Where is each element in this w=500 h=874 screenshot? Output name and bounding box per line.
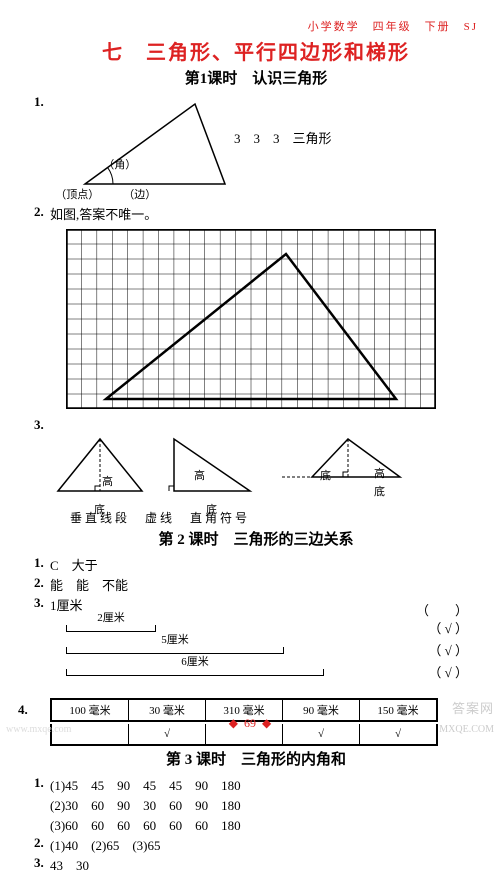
l3-a2-num: 2. [34, 835, 50, 851]
l3-a2-text: (1)40 (2)65 (3)65 [50, 838, 160, 853]
lesson1-title: 第1课时 认识三角形 [34, 67, 478, 88]
l3-a3-num: 3. [34, 855, 50, 871]
q3-tri-1: 高底 [164, 433, 260, 507]
q3: 3. 高底高底高底底 [34, 417, 478, 507]
q2-grid [66, 229, 436, 409]
l3-answers: 1.(1)45 45 90 45 45 90 180 (2)30 60 90 3… [34, 775, 478, 874]
l3-a1-l3: (3)60 60 60 60 60 60 180 [50, 815, 478, 834]
q2-num: 2. [34, 204, 50, 220]
check-3: （ √ ） [428, 662, 468, 681]
chapter-title: 七 三角形、平行四边形和梯形 [34, 36, 478, 65]
segment-0: 2厘米 [66, 616, 156, 632]
q3-figures: 高底高底高底底 [52, 433, 478, 507]
q1: 1. （角） （顶点） （边） 3 3 3 三角形 [34, 94, 478, 202]
q2: 2.如图,答案不唯一。 [34, 204, 478, 223]
l3-a1-num: 1. [34, 775, 50, 791]
q1-answer: 3 3 3 三角形 [234, 128, 332, 147]
q1-figure: （角） （顶点） （边） [65, 94, 235, 194]
q3-tri-2: 高底底 [276, 433, 404, 507]
watermark-3: www.mxqe.com [6, 724, 71, 735]
segment-1: 5厘米 [66, 638, 284, 654]
q1-side-label: （边） [123, 186, 156, 202]
lesson3-title: 第 3 课时 三角形的内角和 [34, 748, 478, 769]
q1-triangle [65, 94, 235, 194]
q1-vertex-label: （顶点） [55, 186, 99, 202]
l2-a3-num: 3. [34, 595, 50, 611]
check-0: （ ） [416, 600, 468, 619]
l3-a1-l1: (1)45 45 90 45 45 90 180 [50, 778, 241, 793]
segment-2: 6厘米 [66, 660, 324, 676]
l2-a1-num: 1. [34, 555, 50, 571]
page-header: 小学数学 四年级 下册 SJ [34, 18, 478, 34]
l2-a1-text: C 大于 [50, 558, 98, 573]
page-footer: ◆ 69 ◆ [0, 716, 500, 731]
q3-tri-0: 高底 [52, 433, 148, 507]
q2-figure [66, 229, 478, 413]
q1-num: 1. [34, 94, 50, 110]
lesson2-title: 第 2 课时 三角形的三边关系 [34, 528, 478, 549]
l3-a3-text: 43 30 [50, 858, 89, 873]
l2-a2-num: 2. [34, 575, 50, 591]
page-number: 69 [244, 716, 256, 730]
l2-a2-text: 能 能 不能 [50, 578, 128, 593]
q1-angle-label: （角） [103, 156, 136, 172]
l2-answers: 1.C 大于 2.能 能 不能 3.1厘米 [34, 555, 478, 614]
l2-segments: 2厘米（ ）5厘米（ √ ）6厘米（ √ ）（ √ ） [66, 616, 478, 694]
check-2: （ √ ） [428, 640, 468, 659]
check-1: （ √ ） [428, 618, 468, 637]
watermark-2: MXQE.COM [439, 724, 494, 735]
q3-num: 3. [34, 417, 50, 433]
l3-a1-l2: (2)30 60 90 30 60 90 180 [50, 795, 478, 814]
q3-caption: 垂直线段 虚线 直角符号 [70, 509, 478, 526]
q2-text: 如图,答案不唯一。 [50, 207, 157, 222]
watermark-1: 答案网 [452, 698, 494, 717]
